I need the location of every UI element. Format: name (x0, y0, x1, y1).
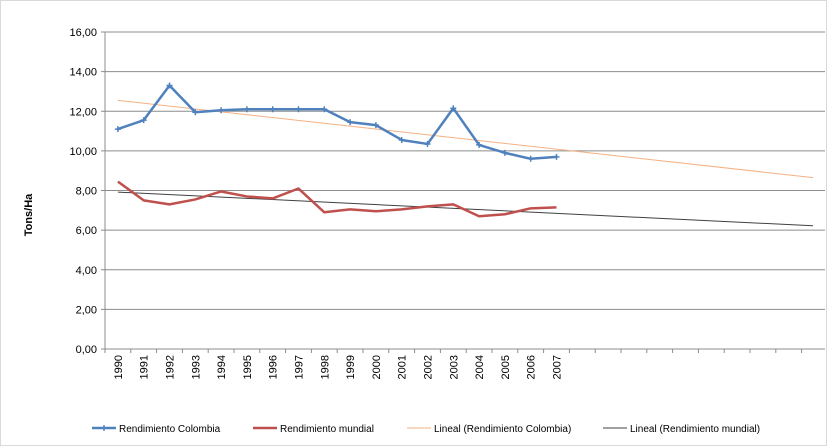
x-tick-label: 2000 (371, 355, 383, 379)
series-line (117, 84, 557, 161)
y-tick-label: 6,00 (76, 225, 97, 237)
x-tick-label: 2005 (500, 355, 512, 379)
y-axis-label: Tons/Ha (23, 193, 35, 236)
y-tick-labels: 0,00 2,00 4,00 6,00 8,00 10,00 12,00 14,00 16,00 (69, 27, 97, 356)
x-tick-label: 2001 (397, 355, 409, 379)
axes (101, 31, 825, 353)
data-point (372, 122, 379, 129)
data-point (140, 117, 147, 124)
data-point (243, 106, 250, 113)
x-tick-label: 1995 (242, 355, 254, 379)
data-point (114, 126, 121, 133)
legend-label: Lineal (Rendimiento Colombia) (434, 424, 571, 435)
y-tick-label: 8,00 (76, 186, 97, 198)
data-point (269, 106, 276, 113)
trendline (117, 99, 814, 179)
data-point (553, 153, 560, 160)
x-tick-label: 2006 (526, 355, 538, 379)
data-point (398, 136, 405, 143)
y-tick-label: 12,00 (69, 106, 97, 118)
data-point (424, 140, 431, 147)
x-tick-labels: 1990 1991 1992 1993 1994 1995 1996 1997 1998 1999… (113, 355, 564, 379)
x-tick-label: 1998 (319, 355, 331, 379)
legend: Rendimiento Colombia Rendimiento mundial L… (92, 424, 760, 435)
x-tick-label: 2002 (423, 355, 435, 379)
x-tick-label: 1994 (216, 355, 228, 379)
y-tick-label: 10,00 (69, 146, 97, 158)
legend-label: Lineal (Rendimiento mundial) (630, 424, 760, 435)
data-point (347, 119, 354, 126)
y-tick-label: 14,00 (69, 67, 97, 79)
data-point (450, 105, 457, 112)
x-tick-label: 1990 (113, 355, 125, 379)
series-lines (114, 82, 814, 227)
y-tick-label: 2,00 (76, 304, 97, 316)
legend-label: Rendimiento Colombia (119, 424, 221, 435)
gridlines (105, 31, 825, 310)
y-tick-label: 0,00 (76, 344, 97, 356)
data-point (501, 149, 508, 156)
legend-marker (101, 425, 107, 431)
data-point (476, 141, 483, 148)
legend-label: Rendimiento mundial (280, 424, 374, 435)
x-tick-label: 2004 (474, 355, 486, 379)
data-point (192, 109, 199, 116)
x-tick-label: 2007 (552, 355, 564, 379)
data-point (166, 82, 173, 89)
data-point (295, 106, 302, 113)
x-tick-label: 1991 (139, 355, 151, 379)
data-point (218, 107, 225, 114)
series-line (117, 180, 557, 218)
x-tick-label: 1999 (345, 355, 357, 379)
x-tick-label: 1993 (190, 355, 202, 379)
data-point (321, 106, 328, 113)
x-tick-label: 1996 (268, 355, 280, 379)
y-tick-label: 4,00 (76, 265, 97, 277)
x-tick-label: 1992 (165, 355, 177, 379)
y-tick-label: 16,00 (69, 27, 97, 39)
data-point (527, 155, 534, 162)
x-tick-label: 1997 (294, 355, 306, 379)
x-tick-label: 2003 (448, 355, 460, 379)
